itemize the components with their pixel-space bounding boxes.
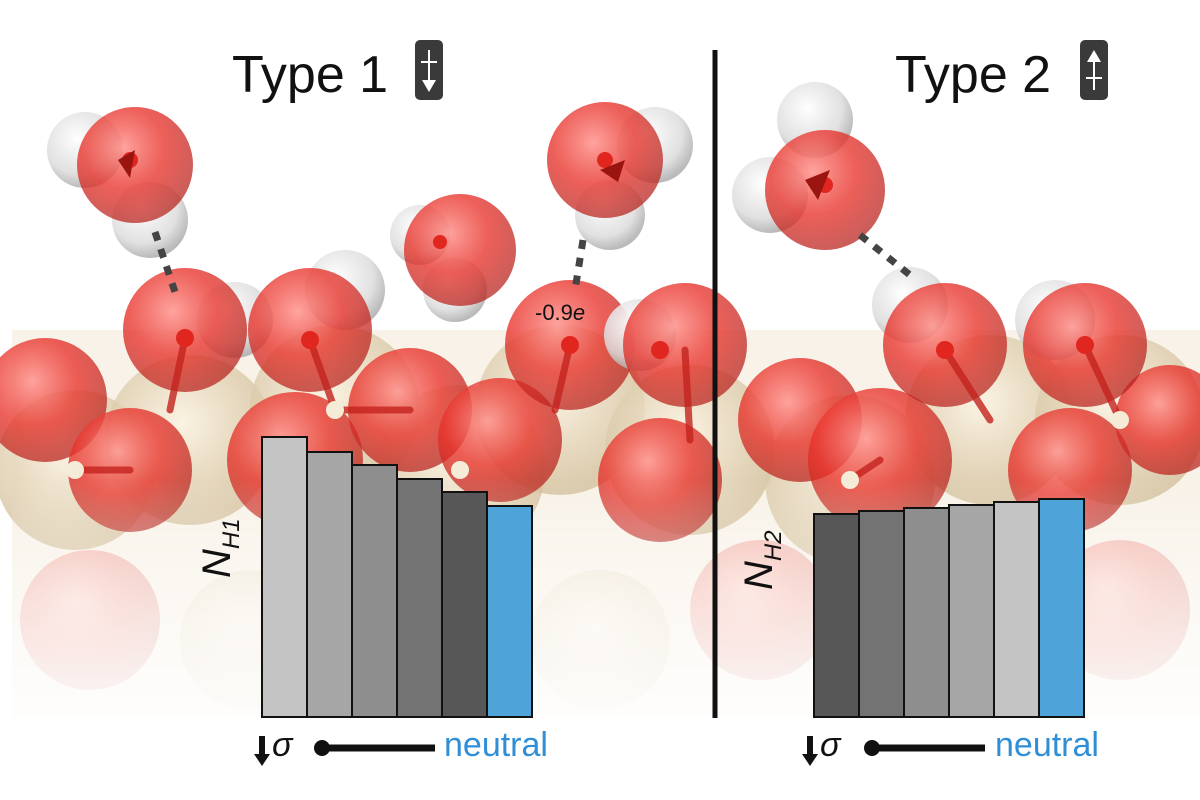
atom-centers [66, 329, 1129, 489]
surface-hydroxyls [123, 250, 1147, 410]
arrow-right-panel [864, 740, 985, 756]
bar-chart-type-2 [813, 498, 1085, 718]
neutral-label-type-1: neutral [444, 726, 548, 764]
water-molecule [390, 194, 516, 322]
neutral-label-type-2: neutral [995, 726, 1099, 764]
chart-bar [261, 436, 308, 718]
charge-label: -0.9e [535, 300, 586, 325]
sigma-label-type-2: σ [820, 726, 841, 764]
arrow-left-panel [314, 740, 435, 756]
water-molecule [547, 102, 693, 250]
down-orientation-icon [415, 40, 443, 100]
chart-bar [486, 505, 533, 718]
chart-bar [306, 451, 353, 718]
chart-bar [903, 507, 950, 718]
sigma-label-type-1: σ [272, 726, 293, 764]
chart-bar [948, 504, 995, 718]
chart-bar [993, 501, 1040, 718]
chart-bar [351, 464, 398, 718]
chart-bar [1038, 498, 1085, 718]
chart-bar [813, 513, 860, 718]
y-axis-label-type-1: NH1 [195, 518, 245, 578]
chart-bar [858, 510, 905, 718]
up-orientation-icon [1080, 40, 1108, 100]
panel-title-type-2: Type 2 [895, 46, 1052, 104]
bar-chart-type-1 [261, 436, 533, 718]
y-axis-label-type-2: NH2 [737, 530, 787, 590]
panel-title-type-1: Type 1 [232, 46, 389, 104]
down-arrow-icon [254, 736, 270, 766]
water-molecule [47, 107, 193, 258]
water-molecule [732, 82, 885, 250]
chart-bar [396, 478, 443, 718]
hydrogen-bond-lines [151, 230, 913, 294]
down-arrow-icon [802, 736, 818, 766]
chart-bar [441, 491, 488, 718]
